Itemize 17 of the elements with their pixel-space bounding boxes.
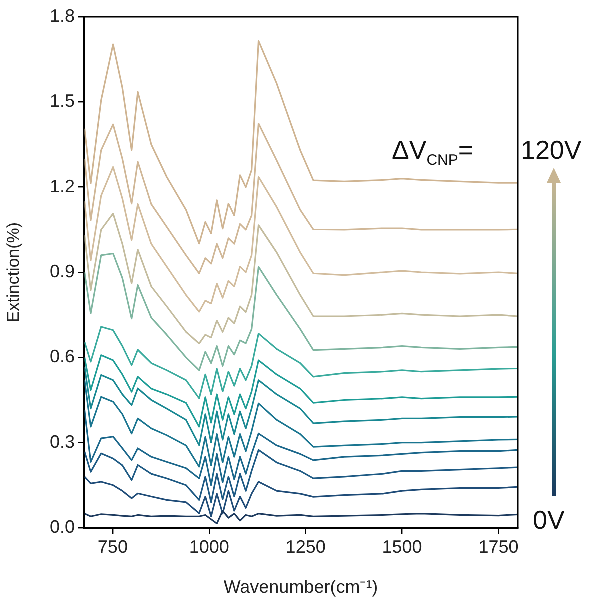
- x-tick-label: 750: [98, 536, 128, 557]
- y-tick-label: 0.3: [50, 432, 75, 452]
- x-axis-title: Wavenumber(cm⁻¹): [224, 577, 378, 598]
- text: 0V: [533, 505, 565, 535]
- y-tick-label: 1.2: [50, 176, 75, 196]
- y-tick-label: 1.8: [50, 6, 75, 26]
- y-tick-label: 0.9: [50, 261, 75, 282]
- y-axis-title: Extinction(%): [4, 222, 23, 323]
- y-tick-label: 0.6: [50, 346, 75, 367]
- y-tick-label: 1.5: [50, 91, 75, 112]
- text: 120V: [521, 135, 582, 165]
- x-tick-label: 1500: [382, 536, 422, 557]
- x-tick-label: 1000: [189, 536, 230, 557]
- x-tick-label: 1750: [478, 536, 519, 557]
- annotation: ΔV$_{CNP}$=: [392, 135, 474, 176]
- y-tick-label: 0.0: [50, 516, 75, 537]
- x-tick-label: 1250: [286, 536, 326, 557]
